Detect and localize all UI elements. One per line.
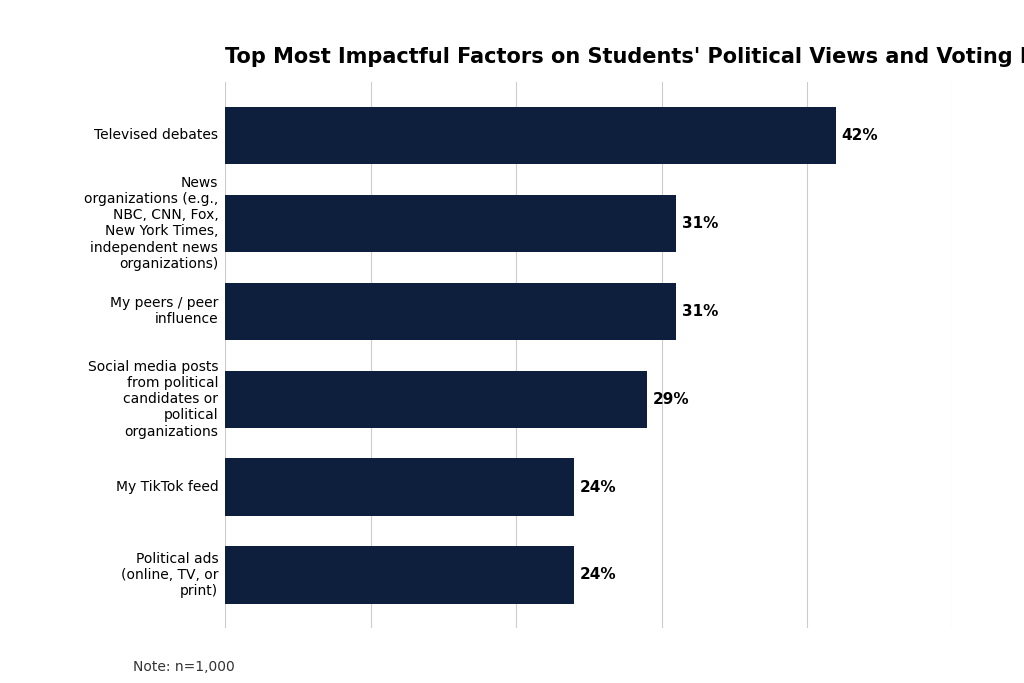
Text: Top Most Impactful Factors on Students' Political Views and Voting Behavior: Top Most Impactful Factors on Students' …	[225, 46, 1024, 66]
Bar	[225, 195, 676, 252]
Text: 31%: 31%	[682, 216, 718, 231]
Text: 24%: 24%	[580, 568, 616, 583]
Text: 29%: 29%	[652, 391, 689, 406]
Bar	[225, 371, 647, 428]
Bar	[225, 107, 836, 164]
Text: 42%: 42%	[842, 128, 879, 143]
Text: 24%: 24%	[580, 479, 616, 494]
Bar	[225, 458, 574, 516]
Text: Note: n=1,000: Note: n=1,000	[133, 660, 234, 673]
Bar	[225, 283, 676, 339]
Bar	[225, 546, 574, 604]
Text: 31%: 31%	[682, 304, 718, 319]
